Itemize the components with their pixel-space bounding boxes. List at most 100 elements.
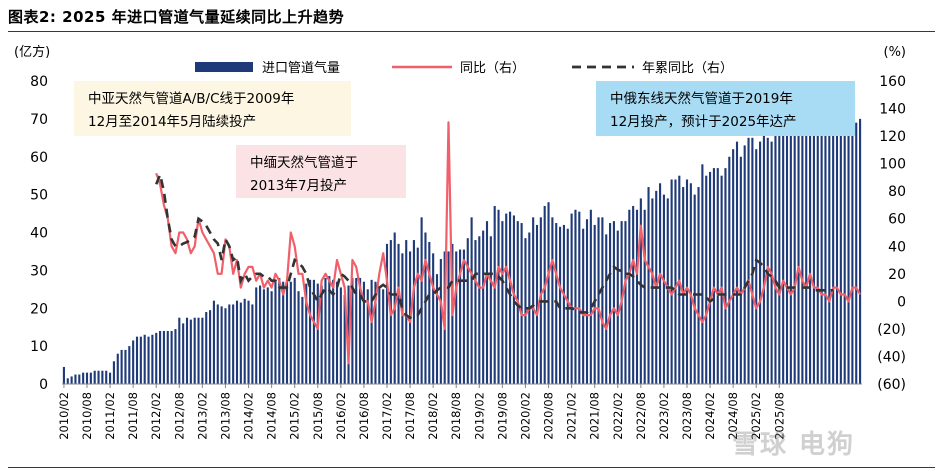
bar — [101, 370, 104, 384]
bar — [751, 137, 754, 384]
bar — [78, 374, 81, 384]
bar — [85, 372, 89, 384]
bar — [574, 209, 577, 384]
bar — [74, 374, 77, 384]
bar — [339, 287, 342, 384]
legend-label: 进口管道气量 — [262, 60, 340, 76]
bar — [801, 107, 804, 384]
bar — [789, 115, 792, 385]
bar — [651, 198, 654, 384]
x-tick-label: 2015/02 — [288, 392, 302, 440]
right-tick-label: 100 — [879, 157, 906, 173]
bar — [70, 376, 73, 384]
bar — [66, 378, 69, 384]
bar — [482, 230, 485, 384]
x-tick-label: 2017/08 — [403, 392, 417, 440]
x-tick-label: 2025/02 — [749, 392, 763, 440]
bar — [474, 240, 477, 384]
bar — [82, 372, 85, 384]
bar — [609, 223, 612, 384]
annotations: 中亚天然气管道A/B/C线于2009年 12月至2014年5月陆续投产中缅天然气管… — [74, 81, 855, 198]
bar — [374, 281, 377, 384]
x-tick-label: 2025/08 — [772, 392, 786, 440]
bar — [647, 187, 650, 384]
bar — [62, 366, 65, 384]
bar — [520, 223, 523, 384]
left-axis-label: (亿方) — [14, 44, 50, 60]
x-tick-label: 2023/02 — [657, 392, 671, 440]
annotation-box — [236, 145, 406, 198]
x-tick-label: 2016/02 — [334, 392, 348, 440]
bar — [282, 281, 285, 384]
bar — [116, 353, 119, 384]
left-tick-label: 0 — [39, 377, 48, 393]
bar — [324, 277, 327, 384]
bar — [216, 304, 219, 384]
bar — [597, 217, 600, 384]
bar — [262, 289, 265, 384]
bar — [305, 283, 308, 384]
bar — [639, 198, 642, 384]
bar — [424, 232, 427, 384]
figure-title: 图表2: 2025 年进口管道气量延续同比上升趋势 — [8, 8, 345, 26]
bar — [355, 277, 358, 384]
bar — [720, 175, 723, 384]
left-tick-label: 50 — [30, 188, 48, 204]
bar — [370, 279, 373, 384]
bar — [478, 236, 481, 384]
bar — [197, 317, 200, 384]
x-tick-label: 2024/02 — [703, 392, 717, 440]
x-tick-label: 2016/08 — [357, 392, 371, 440]
bar — [212, 300, 215, 384]
bar — [832, 96, 835, 385]
bar — [178, 317, 181, 384]
bar — [505, 213, 508, 384]
bar — [205, 312, 208, 384]
bar — [155, 332, 158, 384]
bar — [685, 179, 689, 384]
bar — [251, 304, 254, 384]
bar — [343, 294, 346, 384]
bar — [716, 168, 719, 384]
bar — [201, 317, 204, 384]
annotation-box — [596, 81, 855, 136]
bar — [97, 370, 100, 384]
right-tick-label: 120 — [879, 129, 906, 145]
bar — [151, 334, 154, 384]
bar — [224, 308, 227, 384]
bar — [247, 300, 250, 384]
bar — [785, 122, 789, 384]
bar — [793, 126, 796, 384]
bar — [166, 330, 169, 384]
bar — [782, 118, 785, 384]
bar — [593, 224, 596, 384]
bar — [566, 228, 569, 384]
bar — [828, 103, 831, 384]
bar — [362, 281, 365, 384]
x-tick-label: 2010/02 — [57, 392, 71, 440]
bar — [812, 111, 815, 385]
x-tick-label: 2018/08 — [449, 392, 463, 440]
bar — [805, 103, 808, 384]
bar — [859, 118, 862, 384]
bar — [109, 372, 112, 384]
right-tick-label: (20) — [877, 322, 906, 338]
left-tick-label: 70 — [30, 112, 48, 128]
bar — [351, 277, 354, 384]
bar — [855, 122, 858, 384]
bar — [559, 226, 562, 384]
bar — [147, 336, 150, 384]
bar — [309, 279, 312, 384]
right-tick-label: 80 — [888, 184, 906, 200]
bar — [405, 240, 408, 384]
bar — [170, 330, 173, 384]
bar — [378, 287, 381, 384]
bar — [497, 209, 500, 384]
bar — [762, 134, 765, 384]
bar — [466, 238, 469, 384]
bar — [401, 253, 404, 384]
x-tick-label: 2011/02 — [103, 392, 117, 440]
bar — [359, 277, 362, 384]
x-tick-label: 2019/08 — [495, 392, 509, 440]
